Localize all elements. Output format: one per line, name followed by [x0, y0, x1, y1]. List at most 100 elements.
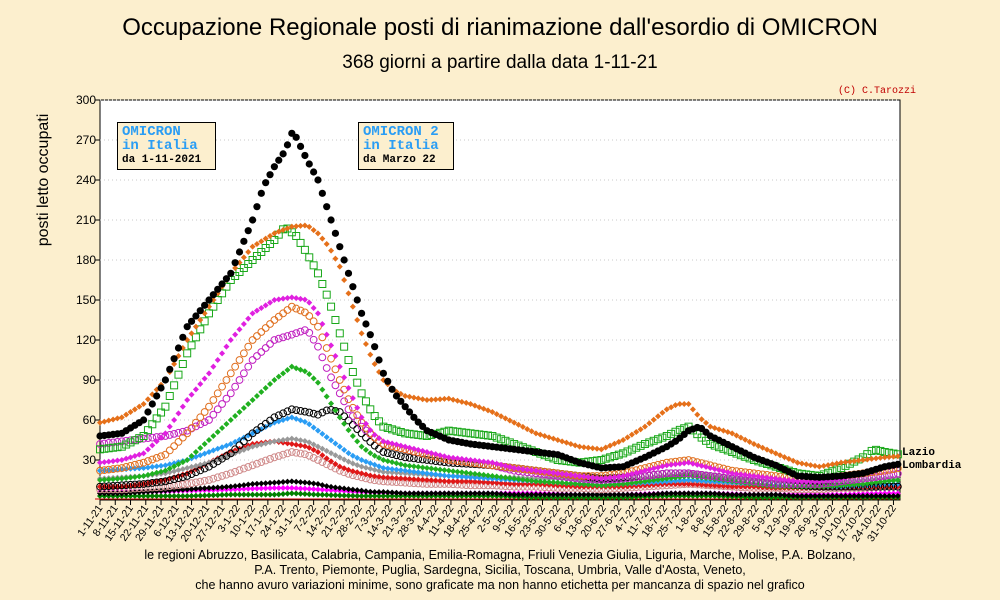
data-point — [336, 485, 343, 491]
data-point — [301, 296, 308, 303]
data-point — [733, 470, 740, 477]
data-point — [293, 478, 300, 485]
data-point — [271, 419, 278, 426]
data-point — [319, 235, 326, 242]
data-point — [706, 472, 715, 480]
data-point — [267, 491, 274, 498]
data-point — [328, 247, 335, 254]
data-point — [437, 471, 444, 478]
data-point — [314, 176, 322, 184]
y-tick-label: 120 — [76, 333, 96, 347]
data-point — [148, 455, 157, 464]
data-point — [283, 407, 292, 416]
data-point — [415, 476, 422, 483]
data-point — [659, 476, 666, 483]
data-point — [214, 285, 222, 293]
data-point — [279, 333, 288, 342]
data-point — [262, 491, 269, 498]
data-point — [498, 480, 505, 487]
data-point — [376, 454, 383, 461]
data-point — [296, 238, 305, 247]
data-point — [519, 491, 526, 498]
omicron-box-line2: in Italia — [122, 138, 198, 154]
data-point — [205, 370, 212, 377]
data-point — [598, 491, 605, 498]
data-point — [594, 491, 601, 498]
data-point — [305, 253, 314, 262]
data-point — [161, 482, 170, 491]
data-point — [764, 446, 771, 453]
data-point — [537, 468, 544, 475]
data-point — [405, 408, 414, 416]
data-point — [209, 474, 218, 483]
data-point — [759, 474, 766, 481]
data-point — [598, 446, 605, 453]
data-point — [524, 466, 531, 473]
data-point — [685, 459, 692, 466]
data-point — [637, 491, 644, 498]
data-point — [498, 490, 505, 497]
data-point — [449, 427, 458, 436]
data-point — [253, 485, 260, 492]
data-point — [258, 480, 265, 487]
data-point — [825, 462, 832, 469]
data-point — [240, 237, 248, 245]
data-point — [746, 472, 753, 479]
data-point — [345, 385, 352, 391]
data-point — [187, 317, 196, 325]
data-point — [707, 490, 714, 497]
data-point — [485, 472, 492, 479]
data-point — [672, 481, 679, 487]
data-point — [340, 256, 348, 264]
data-point — [305, 328, 314, 337]
data-point — [437, 452, 444, 459]
data-point — [388, 450, 396, 459]
data-point — [410, 394, 417, 401]
data-point — [144, 396, 151, 403]
data-point — [611, 474, 618, 481]
data-point — [174, 344, 183, 352]
data-point — [122, 440, 131, 449]
data-point — [231, 382, 240, 391]
data-point — [889, 470, 898, 479]
data-point — [855, 493, 862, 499]
data-point — [340, 397, 349, 406]
data-point — [323, 486, 330, 493]
data-point — [323, 434, 330, 441]
data-point — [567, 480, 574, 487]
data-point — [402, 443, 409, 450]
data-point — [380, 438, 387, 445]
data-point — [402, 490, 409, 497]
data-point — [825, 493, 832, 499]
data-point — [846, 458, 853, 465]
data-point — [532, 491, 539, 498]
data-point — [502, 462, 509, 469]
data-point — [881, 454, 888, 461]
data-point — [280, 417, 287, 423]
data-point — [697, 471, 706, 479]
data-point — [567, 471, 574, 478]
data-point — [354, 317, 361, 323]
data-point — [274, 452, 283, 460]
data-point — [498, 461, 505, 468]
data-point — [200, 418, 209, 427]
data-point — [467, 457, 474, 463]
data-point — [410, 476, 417, 483]
data-point — [239, 369, 248, 378]
data-point — [267, 233, 274, 239]
data-point — [519, 466, 526, 473]
data-point — [868, 493, 875, 499]
data-point — [672, 490, 679, 497]
data-point — [689, 481, 696, 488]
data-point — [105, 417, 112, 424]
data-point — [454, 455, 461, 462]
data-point — [130, 436, 139, 445]
data-point — [244, 362, 253, 371]
data-point — [227, 417, 234, 423]
data-point — [232, 331, 239, 338]
data-point — [367, 351, 374, 358]
data-point — [384, 458, 391, 465]
data-point — [559, 479, 566, 486]
data-point — [117, 442, 126, 451]
data-point — [410, 490, 417, 497]
